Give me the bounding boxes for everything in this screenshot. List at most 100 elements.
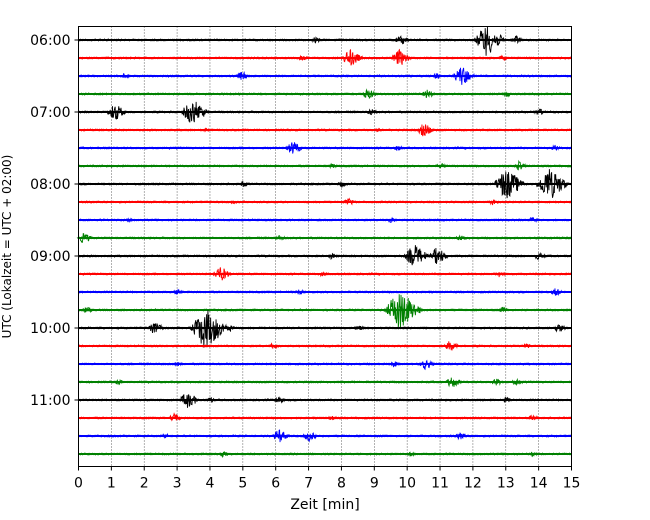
trace-noise — [78, 361, 572, 367]
trace-noise — [78, 451, 572, 457]
trace-noise — [78, 235, 572, 241]
seismic-event — [443, 341, 461, 351]
seismic-event — [434, 162, 448, 169]
seismic-event — [237, 181, 251, 187]
seismic-event — [520, 343, 534, 349]
seismic-event — [180, 101, 211, 123]
seismic-event — [365, 108, 379, 116]
seismic-event — [494, 271, 507, 278]
trace-noise — [78, 325, 572, 331]
seismic-event — [224, 325, 239, 332]
trace-09:00 — [78, 245, 572, 266]
trace-10:45 — [78, 377, 572, 388]
trace-noise — [78, 55, 572, 61]
seismic-event — [390, 48, 413, 65]
seismic-event — [509, 35, 526, 45]
seismic-event — [454, 432, 469, 441]
trace-noise — [78, 73, 572, 79]
x-tick-label: 5 — [238, 476, 247, 492]
trace-07:15 — [78, 124, 572, 137]
trace-noise — [78, 289, 572, 295]
y-tick-label: 07:00 — [30, 105, 70, 121]
x-tick-label: 4 — [206, 476, 215, 492]
seismic-event — [228, 199, 241, 205]
trace-06:45 — [78, 88, 572, 99]
x-tick-label: 7 — [304, 476, 313, 492]
x-tick-label: 12 — [464, 476, 482, 492]
seismic-event — [271, 429, 292, 443]
seismic-event — [500, 91, 514, 98]
seismic-event — [526, 216, 540, 224]
seismic-event — [327, 415, 339, 421]
trace-noise — [78, 145, 572, 151]
seismic-event — [444, 377, 463, 388]
seismic-event — [416, 124, 436, 137]
seismic-event — [549, 288, 564, 297]
trace-noise — [78, 109, 572, 115]
seismic-event — [373, 127, 385, 133]
seismic-event — [510, 377, 525, 386]
trace-08:15 — [78, 197, 572, 206]
trace-08:00 — [78, 169, 572, 199]
y-tick-label: 11:00 — [30, 393, 70, 409]
trace-noise — [78, 253, 572, 259]
seismic-event — [296, 54, 310, 61]
trace-06:00 — [78, 26, 572, 56]
seismic-event — [105, 106, 129, 120]
seismic-event — [81, 306, 96, 314]
trace-10:15 — [78, 341, 572, 351]
seismic-event — [158, 432, 172, 439]
seismic-event — [172, 361, 185, 367]
seismic-event — [392, 145, 405, 151]
seismic-event — [418, 359, 436, 371]
seismic-event — [273, 235, 287, 241]
seismic-event — [500, 396, 514, 403]
seismic-event — [490, 378, 505, 386]
x-axis-label: Zeit [min] — [290, 497, 359, 513]
seismic-event — [309, 36, 324, 44]
seismic-event — [112, 378, 126, 386]
x-tick-label: 0 — [74, 476, 83, 492]
seismic-event — [326, 252, 340, 261]
seismic-event — [534, 169, 570, 198]
trace-noise — [78, 127, 572, 133]
seismic-event — [383, 294, 424, 329]
seismic-event — [527, 451, 539, 458]
trace-11:45 — [78, 451, 572, 459]
trace-07:30 — [78, 142, 572, 154]
trace-noise — [78, 397, 572, 403]
seismic-event — [361, 88, 378, 99]
trace-noise — [78, 163, 572, 169]
x-tick-label: 2 — [140, 476, 149, 492]
seismic-event — [472, 26, 508, 56]
trace-noise — [78, 379, 572, 385]
seismic-event — [178, 394, 201, 408]
seismic-event — [405, 451, 418, 457]
trace-09:30 — [78, 288, 572, 297]
seismic-event — [326, 162, 339, 170]
seismic-event — [550, 144, 563, 151]
x-tick-label: 11 — [431, 476, 449, 492]
x-tick-label: 10 — [398, 476, 416, 492]
trace-08:30 — [78, 216, 572, 224]
x-tick-label: 9 — [370, 476, 379, 492]
trace-08:45 — [76, 233, 572, 243]
trace-09:15 — [78, 267, 572, 281]
seismic-event — [76, 233, 94, 243]
y-axis-ticks: 06:00 07:00 08:00 09:00 10:00 11:00 — [30, 33, 79, 409]
seismic-event — [352, 325, 366, 331]
seismic-event — [316, 271, 330, 278]
trace-noise — [78, 91, 572, 97]
seismic-event — [487, 199, 501, 206]
seismic-event — [201, 127, 214, 133]
x-axis-ticks: 0 1 2 3 4 5 6 7 8 9 10 11 12 13 14 15 — [74, 466, 580, 492]
seismic-event — [394, 35, 411, 45]
grid-lines — [111, 26, 539, 467]
trace-noise — [78, 343, 572, 349]
trace-07:00 — [78, 101, 572, 123]
seismic-event — [497, 54, 511, 62]
seismic-event — [273, 396, 288, 404]
seismic-event — [171, 288, 185, 295]
x-tick-label: 1 — [107, 476, 116, 492]
